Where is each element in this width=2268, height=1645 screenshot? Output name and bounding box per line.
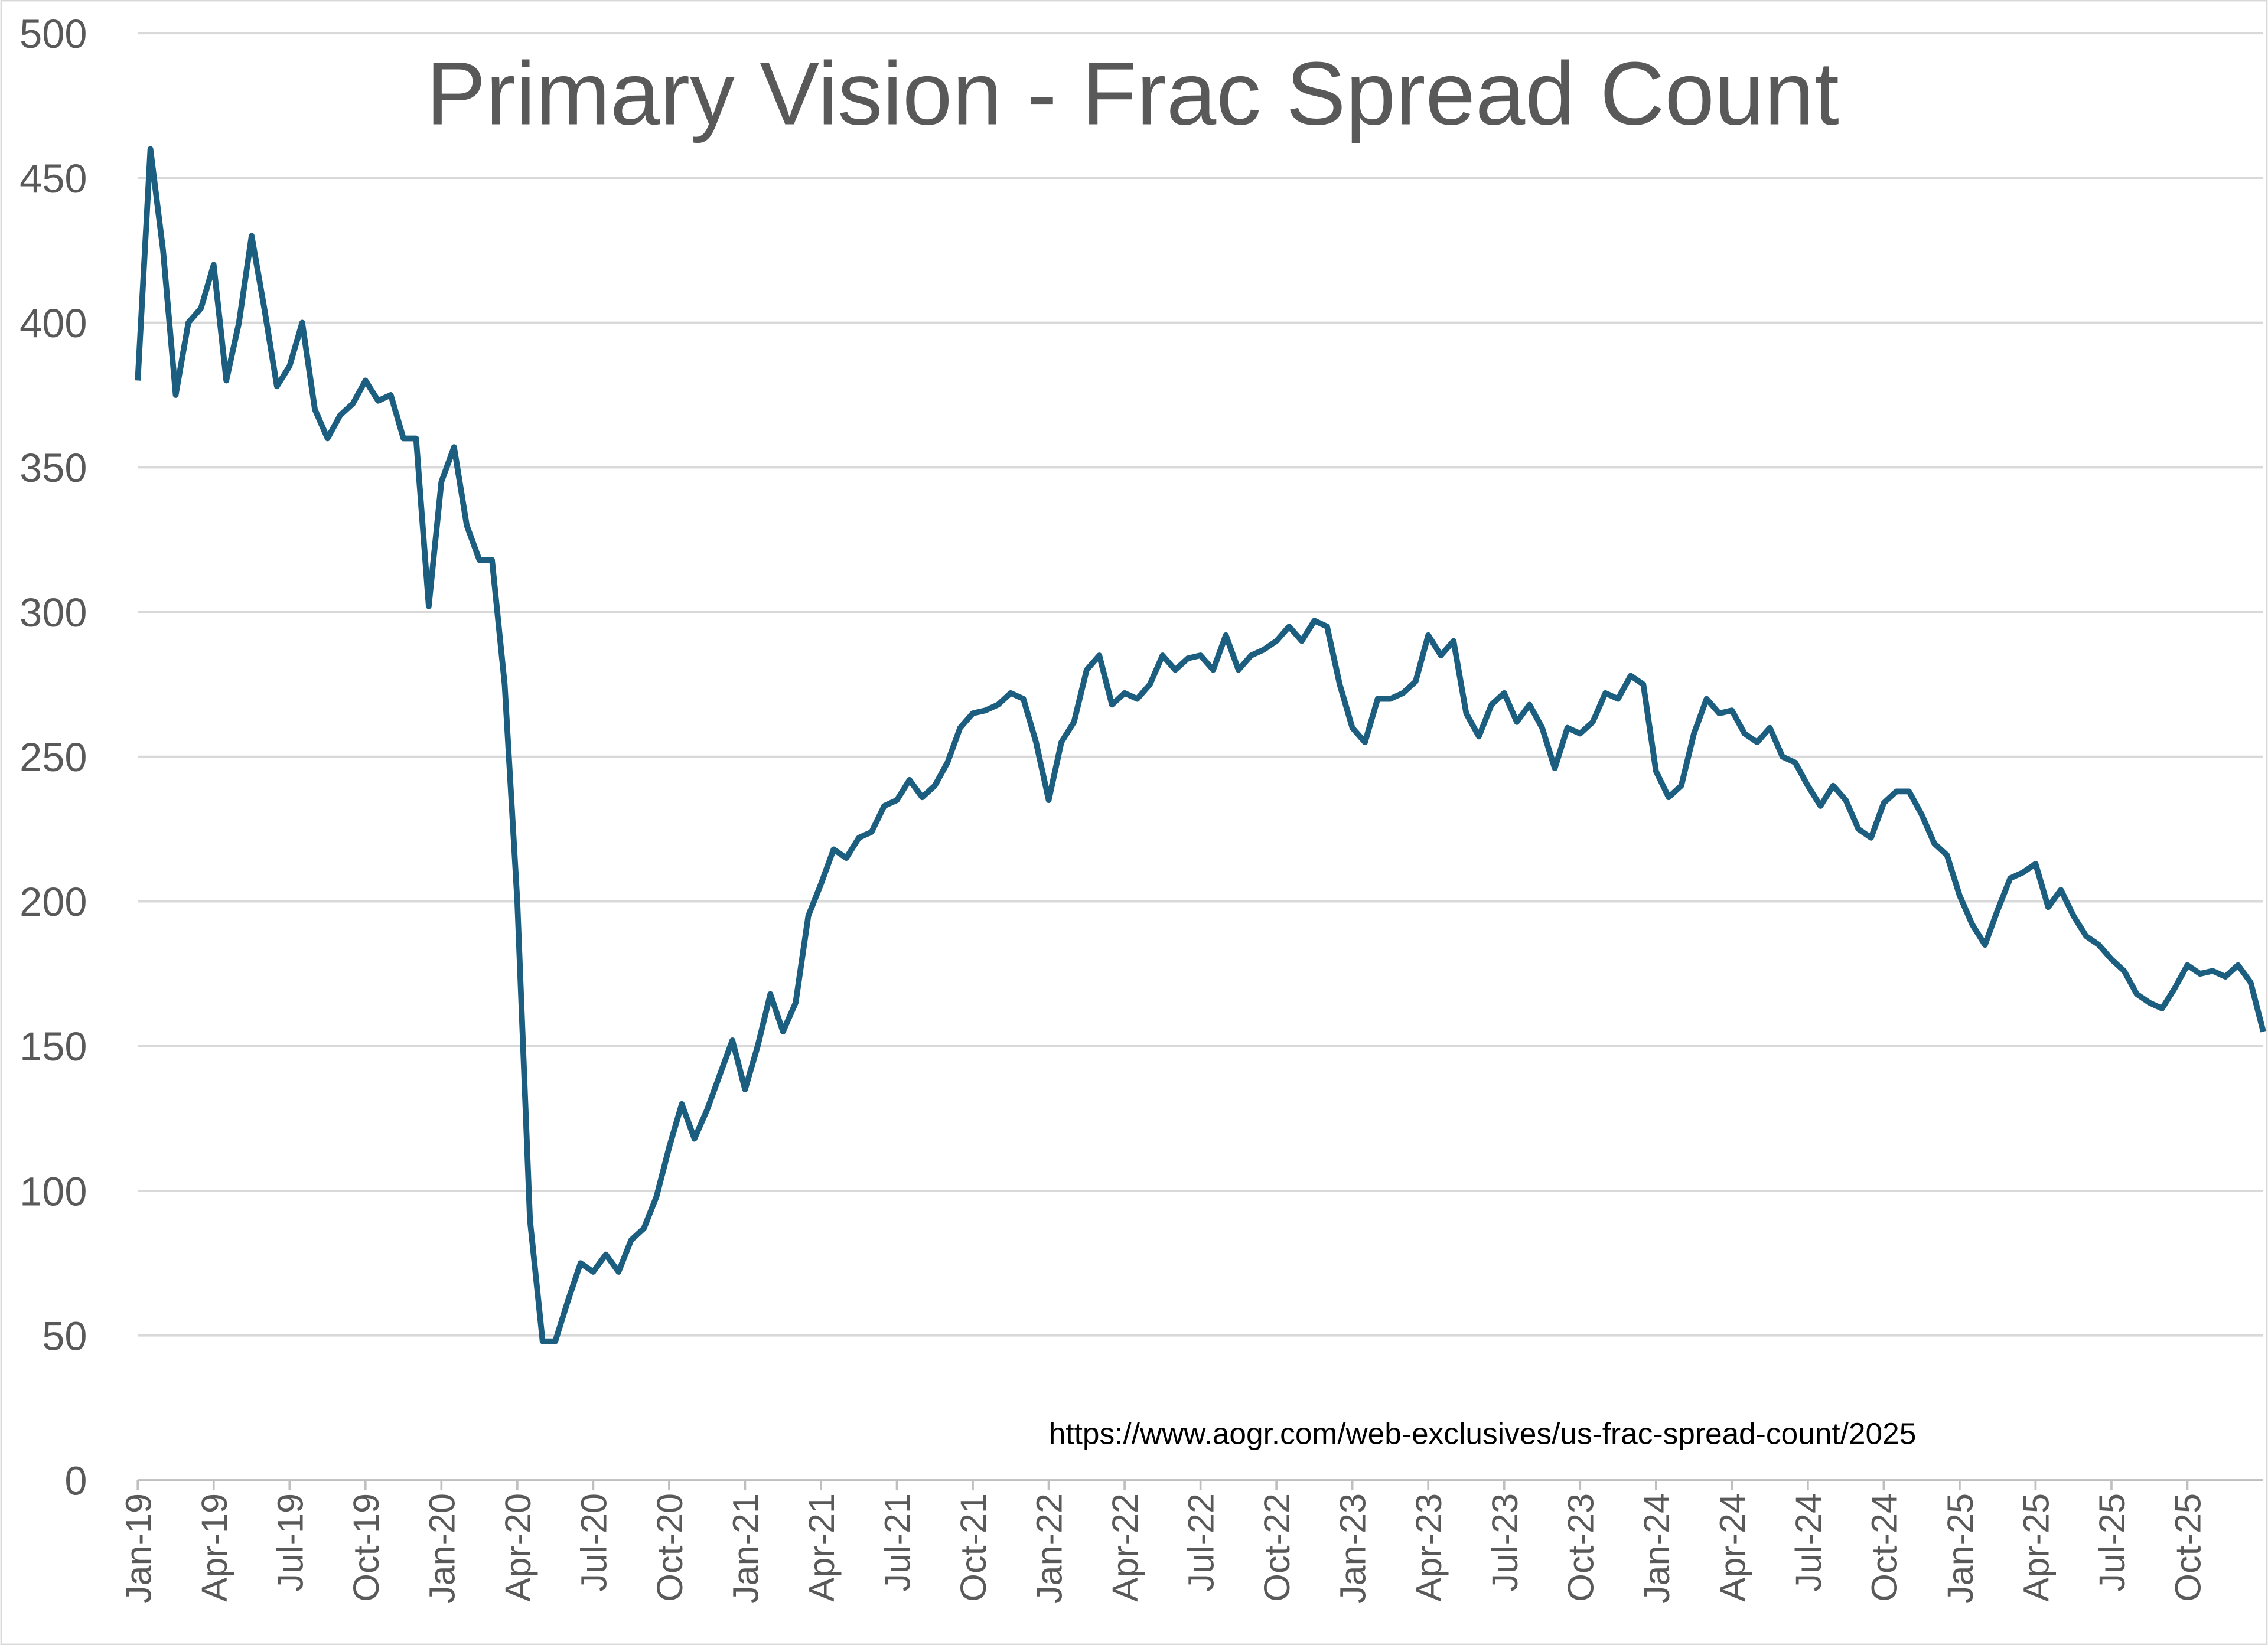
x-tick-label: Jul-25: [2092, 1493, 2132, 1592]
x-tick-label: Apr-19: [194, 1493, 234, 1602]
x-tick-label: Jan-22: [1029, 1493, 1070, 1604]
x-tick-label: Oct-23: [1560, 1493, 1601, 1602]
source-annotation: https://www.aogr.com/web-exclusives/us-f…: [1049, 1416, 1917, 1451]
x-tick-label: Oct-25: [2168, 1493, 2208, 1602]
y-tick-label: 0: [64, 1458, 87, 1503]
x-tick-label: Jul-22: [1181, 1493, 1221, 1592]
x-tick-label: Apr-24: [1712, 1493, 1752, 1602]
x-tick-label: Jul-24: [1788, 1493, 1829, 1592]
y-tick-label: 500: [19, 11, 87, 57]
x-tick-label: Oct-20: [650, 1493, 690, 1602]
x-tick-label: Jan-19: [118, 1493, 158, 1604]
y-tick-label: 350: [19, 445, 87, 491]
x-tick-label: Oct-21: [953, 1493, 993, 1602]
x-tick-label: Apr-20: [498, 1493, 538, 1602]
y-tick-label: 50: [42, 1313, 87, 1359]
x-tick-label: Apr-22: [1105, 1493, 1145, 1602]
y-tick-label: 150: [19, 1024, 87, 1069]
x-tick-label: Apr-21: [801, 1493, 842, 1602]
x-tick-label: Oct-24: [1864, 1493, 1904, 1602]
x-tick-label: Jan-21: [725, 1493, 765, 1604]
x-tick-label: Jan-25: [1940, 1493, 1980, 1604]
y-tick-label: 100: [19, 1169, 87, 1214]
x-tick-label: Jul-19: [270, 1493, 310, 1592]
y-tick-label: 300: [19, 590, 87, 635]
x-tick-label: Jan-23: [1333, 1493, 1373, 1604]
x-tick-label: Jan-20: [422, 1493, 462, 1604]
x-tick-label: Apr-25: [2016, 1493, 2056, 1602]
chart-title: Primary Vision - Frac Spread Count: [426, 44, 1839, 144]
x-tick-label: Jul-20: [573, 1493, 614, 1592]
x-tick-label: Apr-23: [1409, 1493, 1449, 1602]
x-tick-label: Oct-19: [346, 1493, 386, 1602]
x-tick-label: Jan-24: [1637, 1493, 1677, 1604]
y-tick-label: 200: [19, 879, 87, 925]
x-tick-label: Oct-22: [1257, 1493, 1297, 1602]
y-tick-label: 400: [19, 301, 87, 346]
y-tick-label: 250: [19, 735, 87, 780]
x-tick-label: Jul-21: [878, 1493, 918, 1592]
y-tick-label: 450: [19, 156, 87, 201]
x-tick-label: Jul-23: [1485, 1493, 1525, 1592]
data-line: [135, 146, 2266, 1344]
